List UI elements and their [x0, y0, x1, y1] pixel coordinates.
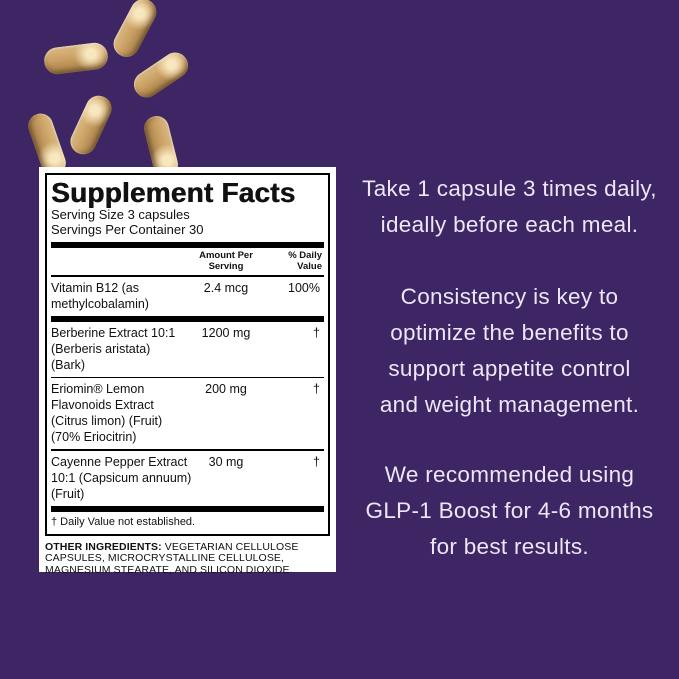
facts-row: Vitamin B12 (as methylcobalamin) 2.4 mcg… — [51, 277, 324, 316]
thin-divider — [51, 449, 324, 451]
thin-divider — [51, 275, 324, 277]
supplement-facts-title: Supplement Facts — [51, 177, 296, 208]
ingredient-daily-value: 100% — [288, 280, 320, 295]
facts-row: Eriomin® Lemon Flavonoids Extract (Citru… — [51, 378, 324, 449]
ingredient-name: Berberine Extract 10:1 (Berberis aristat… — [51, 325, 176, 372]
capsule — [66, 91, 116, 159]
thick-divider — [51, 505, 324, 512]
facts-column-headers: Amount Per Serving % Daily Value — [51, 248, 324, 275]
ingredient-amount: 30 mg — [208, 454, 244, 469]
capsule — [42, 40, 110, 76]
directions-dosage-text: Take 1 capsule 3 times daily, ideally be… — [362, 176, 657, 237]
ingredient-name: Cayenne Pepper Extract 10:1 (Capsicum an… — [51, 454, 192, 501]
facts-row: Cayenne Pepper Extract 10:1 (Capsicum an… — [51, 451, 324, 506]
ingredient-amount: 200 mg — [205, 382, 247, 396]
capsule — [108, 0, 162, 62]
servings-per-container: Servings Per Container 30 — [51, 221, 204, 237]
supplement-facts-panel: Supplement Facts Serving Size 3 capsules… — [45, 173, 330, 536]
thick-divider — [51, 242, 324, 248]
thick-divider — [51, 315, 324, 322]
ingredient-name: Vitamin B12 (as methylcobalamin) — [51, 280, 149, 311]
ingredient-daily-value: † — [313, 382, 320, 396]
daily-value-footnote: † Daily Value not established. — [51, 515, 196, 528]
column-header-daily-value: % Daily Value — [288, 250, 322, 272]
directions-duration-text: We recommended using GLP-1 Boost for 4-6… — [365, 462, 654, 559]
ingredient-amount: 2.4 mcg — [203, 280, 249, 295]
ingredient-daily-value: † — [313, 325, 320, 340]
other-ingredients-text: VEGETARIAN CELLULOSE CAPSULES, MICROCRYS… — [45, 540, 299, 576]
serving-info: Serving Size 3 capsules Servings Per Con… — [51, 207, 324, 237]
directions-panel: Take 1 capsule 3 times daily, ideally be… — [340, 0, 679, 679]
ingredient-amount: 1200 mg — [201, 325, 251, 340]
serving-size: Serving Size 3 capsules — [51, 207, 190, 222]
capsule — [128, 47, 194, 103]
column-header-amount: Amount Per Serving — [199, 250, 253, 272]
facts-row: Berberine Extract 10:1 (Berberis aristat… — [51, 322, 324, 377]
supplement-facts-card: Supplement Facts Serving Size 3 capsules… — [39, 167, 336, 575]
thin-divider — [51, 376, 324, 378]
facts-rows: Vitamin B12 (as methylcobalamin) 2.4 mcg… — [51, 277, 324, 512]
ingredient-daily-value: † — [313, 454, 320, 469]
ingredient-name: Eriomin® Lemon Flavonoids Extract (Citru… — [51, 382, 163, 444]
other-ingredients: OTHER INGREDIENTS: VEGETARIAN CELLULOSE … — [45, 540, 330, 577]
other-ingredients-label: OTHER INGREDIENTS: — [45, 540, 162, 553]
directions-consistency-text: Consistency is key to optimize the benef… — [379, 284, 640, 417]
